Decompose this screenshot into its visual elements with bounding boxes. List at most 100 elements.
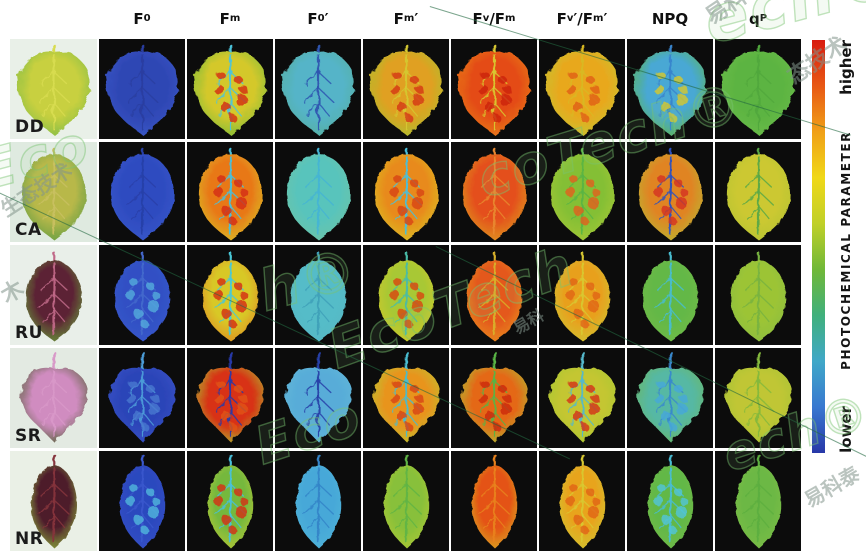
row-label-DD: DD (15, 117, 45, 137)
column-header-NPQ: NPQ (651, 10, 689, 28)
photo-cell-RU: RU (10, 245, 97, 345)
cell-NR-qP (715, 451, 801, 551)
leaf-image (374, 147, 439, 240)
leaf-image (383, 453, 430, 548)
leaf-image (725, 350, 792, 442)
cell-SR-Fm (187, 348, 273, 448)
photo-cell-CA: CA (10, 142, 97, 242)
watermark-text: 易科泰 (800, 461, 864, 513)
leaf-image (22, 147, 86, 240)
leaf-image (471, 453, 518, 548)
leaf-image (554, 251, 611, 341)
leaf-image (647, 453, 694, 548)
leaf-image (109, 350, 176, 442)
cell-NR-FvpFmp (539, 451, 625, 551)
row-label-CA: CA (15, 220, 42, 240)
cell-RU-Fmp (363, 245, 449, 345)
leaf-image (17, 43, 91, 135)
cell-SR-F0 (99, 348, 185, 448)
colorbar-label-parameter: PHOTOCHEMICAL PARAMETER (839, 131, 853, 370)
leaf-image (638, 147, 703, 240)
cell-DD-Fm (187, 39, 273, 139)
leaf-image (634, 43, 707, 135)
cell-CA-qP (715, 142, 801, 242)
cell-SR-qP (715, 348, 801, 448)
cell-RU-Fm (187, 245, 273, 345)
cell-DD-F0 (99, 39, 185, 139)
cell-RU-NPQ (627, 245, 713, 345)
cell-SR-FvpFmp (539, 348, 625, 448)
leaf-image (295, 453, 342, 548)
colorbar-label-higher: higher (837, 40, 855, 95)
cell-RU-F0 (99, 245, 185, 345)
leaf-image (31, 453, 77, 548)
leaf-image (730, 251, 787, 341)
leaf-image (637, 350, 704, 442)
leaf-image (198, 147, 263, 240)
cell-DD-qP (715, 39, 801, 139)
cell-CA-Fm (187, 142, 273, 242)
leaf-image (106, 43, 179, 135)
leaf-image (378, 251, 435, 341)
leaf-image (735, 453, 782, 548)
leaf-image (722, 43, 795, 135)
corner-spacer (10, 2, 97, 36)
leaf-image (282, 43, 355, 135)
leaf-image (461, 350, 528, 442)
cell-NR-NPQ (627, 451, 713, 551)
leaf-image (370, 43, 443, 135)
cell-NR-F0 (99, 451, 185, 551)
cell-CA-FvpFmp (539, 142, 625, 242)
column-header-F0p: F 0 ′ (307, 10, 329, 28)
leaf-image (458, 43, 531, 135)
colorbar-labels: higher PHOTOCHEMICAL PARAMETER lower (829, 40, 863, 453)
colorbar-label-lower: lower (837, 406, 855, 453)
leaf-image (559, 453, 606, 548)
leaf-image (286, 147, 351, 240)
leaf-image (197, 350, 264, 442)
leaf-image (119, 453, 166, 548)
leaf-image (290, 251, 347, 341)
cell-RU-F0p (275, 245, 361, 345)
leaf-image (642, 251, 699, 341)
leaf-image (194, 43, 267, 135)
cell-CA-Fmp (363, 142, 449, 242)
leaf-image (114, 251, 171, 341)
cell-DD-F0p (275, 39, 361, 139)
cell-CA-F0 (99, 142, 185, 242)
cell-DD-FvFm (451, 39, 537, 139)
leaf-image (20, 350, 88, 442)
cell-SR-FvFm (451, 348, 537, 448)
cell-NR-Fmp (363, 451, 449, 551)
cell-RU-qP (715, 245, 801, 345)
row-label-SR: SR (15, 426, 42, 446)
cell-SR-Fmp (363, 348, 449, 448)
leaf-image (726, 147, 791, 240)
cell-DD-NPQ (627, 39, 713, 139)
leaf-image (26, 251, 82, 341)
cell-CA-F0p (275, 142, 361, 242)
cell-SR-NPQ (627, 348, 713, 448)
leaf-image (110, 147, 175, 240)
photo-cell-DD: DD (10, 39, 97, 139)
cell-RU-FvFm (451, 245, 537, 345)
leaf-image (373, 350, 440, 442)
row-label-RU: RU (15, 323, 43, 343)
leaf-image (550, 147, 615, 240)
cell-RU-FvpFmp (539, 245, 625, 345)
leaf-image (462, 147, 527, 240)
photo-cell-SR: SR (10, 348, 97, 448)
leaf-image (202, 251, 259, 341)
leaf-image (285, 350, 352, 442)
cell-CA-NPQ (627, 142, 713, 242)
cell-DD-FvpFmp (539, 39, 625, 139)
leaf-image (546, 43, 619, 135)
cell-NR-F0p (275, 451, 361, 551)
